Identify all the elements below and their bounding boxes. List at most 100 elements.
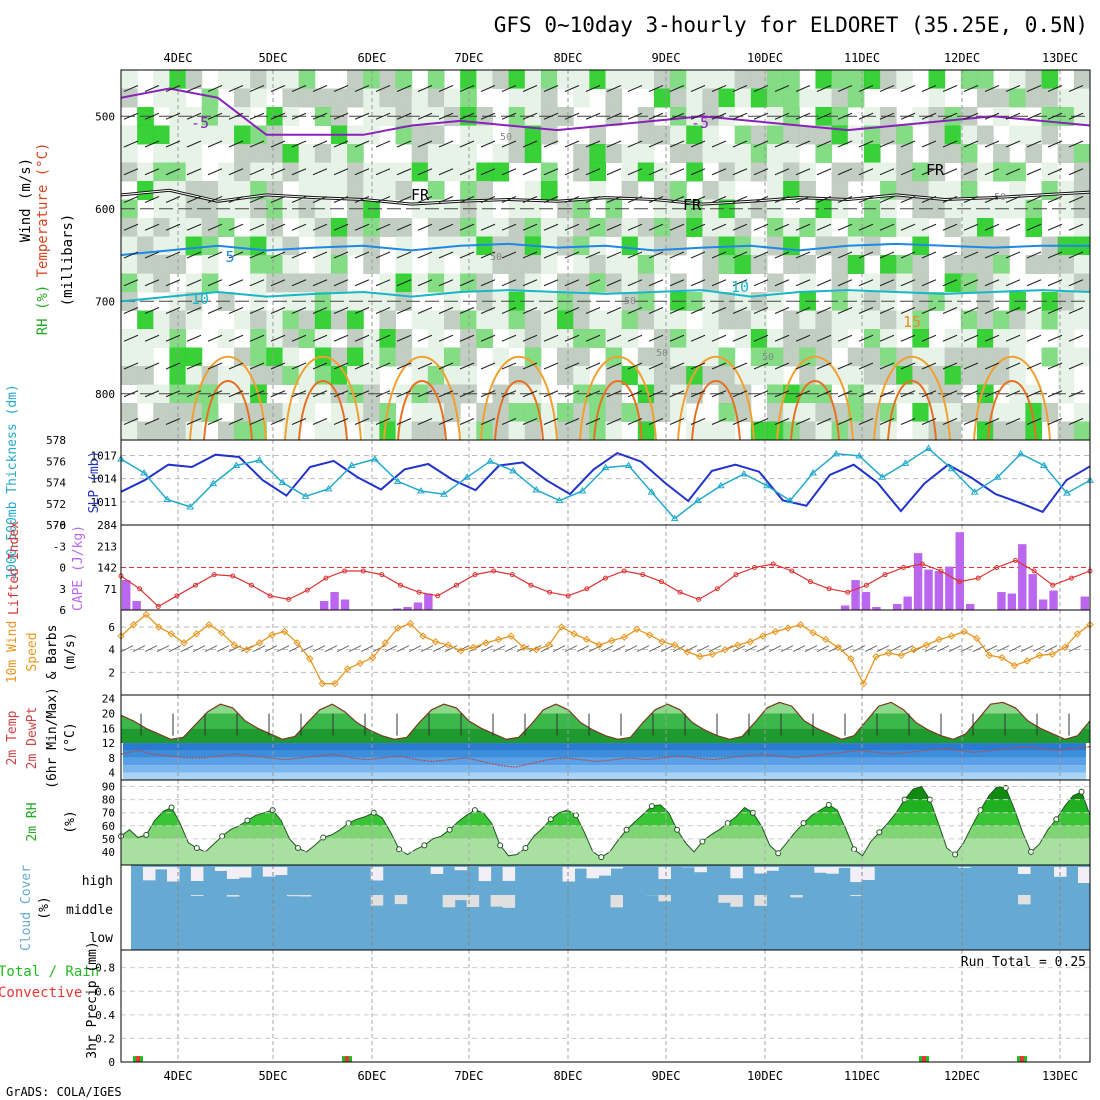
wind-barb [123,196,139,203]
rh-cell [379,162,397,182]
wind-barb [984,334,1000,342]
rh-cell [1057,255,1075,274]
rh-cell [767,421,784,441]
rh-cell [976,255,994,274]
rh-cell [460,273,477,293]
rh-cell [137,366,154,385]
thickness-point [601,463,610,471]
wind-barb [795,251,811,259]
wind-barb [501,362,517,370]
rh-cell [831,162,849,182]
wind-barb [963,140,979,148]
rh-cell [863,273,881,293]
rh-cell [121,236,138,256]
rh-cell [508,421,526,441]
wind-barb [186,418,202,425]
rh-cell [896,366,913,385]
axis-label-temp-d: (°C) [63,722,78,753]
wind-barb [228,140,244,148]
rh-cell [508,310,526,330]
rh-cell [944,292,962,311]
wind-barb [249,334,265,342]
li-point [193,582,199,588]
rh-cell [718,218,736,237]
temp-contour [887,380,937,441]
rh-cell [185,144,203,163]
rh-cell [201,273,219,293]
isotherm-line-inner [120,189,1091,205]
wind-barb [711,418,727,425]
wind-barb [711,112,727,120]
rh-cell [670,218,687,237]
wind-speed-point [935,635,943,644]
rh-cell [411,88,429,108]
rh-point [573,812,580,819]
rh-cell [1057,273,1075,293]
li-point [248,582,254,588]
rh-cell [1057,384,1075,404]
cloud-gap-high [574,867,588,869]
rh-cell [928,181,946,200]
rh-cell [976,347,994,367]
wind-speed-point [683,648,692,656]
wind-barb-10m [552,645,566,653]
wind-barb [249,85,265,92]
rh-cell [831,421,849,441]
li-point [733,572,739,578]
rh-cell [783,88,800,108]
thickness-point [347,461,356,468]
cloud-gap-mid [718,895,731,903]
rh-cell [347,88,364,108]
rh-cell [750,255,768,274]
rh-cell [524,88,542,108]
rh-point [648,803,655,810]
rh-cell [347,181,364,200]
rh-cell [217,70,235,89]
wind-barb [753,418,769,425]
wind-barb [795,390,811,398]
wind-barb [417,390,433,398]
rh-cell [912,329,929,348]
wind-barb [984,251,1000,259]
wind-barb [1005,307,1021,314]
rh-cell [815,236,833,256]
wind-barb [921,223,937,231]
rh-cell [185,70,203,89]
rh-cell [847,70,865,89]
rh-cell [460,162,477,182]
rh-cell [201,125,219,145]
rh-cell [427,144,445,163]
wind-barb [375,362,391,370]
wind-barb [585,390,601,398]
wind-barb [753,251,769,259]
rh-cell [460,347,477,367]
wind-barb-10m [588,645,602,653]
rh-cell [637,125,655,145]
wind-barb [333,251,349,259]
wind-barb [942,140,958,148]
rh-cell [508,88,526,108]
rh-cell [266,255,283,274]
wind-barb [606,140,622,148]
rh-cell [621,181,639,200]
date-label-top: 8DEC [554,51,583,65]
wind-barb-10m [180,645,194,653]
cape-bar [965,604,975,610]
rh-cell [734,162,752,182]
rh-cell [250,347,267,367]
wind-barb [333,307,349,314]
rh-cell [557,421,574,441]
wind-barb [984,168,1000,176]
rh-cell [944,384,962,404]
wind-barb [1005,140,1021,148]
cloud-gap-high [430,867,444,874]
wind-barb [816,390,832,398]
cloud-gap-high [262,867,276,877]
rh-cell [637,347,655,367]
rh-cell [298,88,316,108]
cape-bar [893,604,902,610]
rh-cell [121,88,138,108]
rh-cell [767,218,784,237]
wind-barb [459,223,475,231]
wind-barb [900,251,916,259]
